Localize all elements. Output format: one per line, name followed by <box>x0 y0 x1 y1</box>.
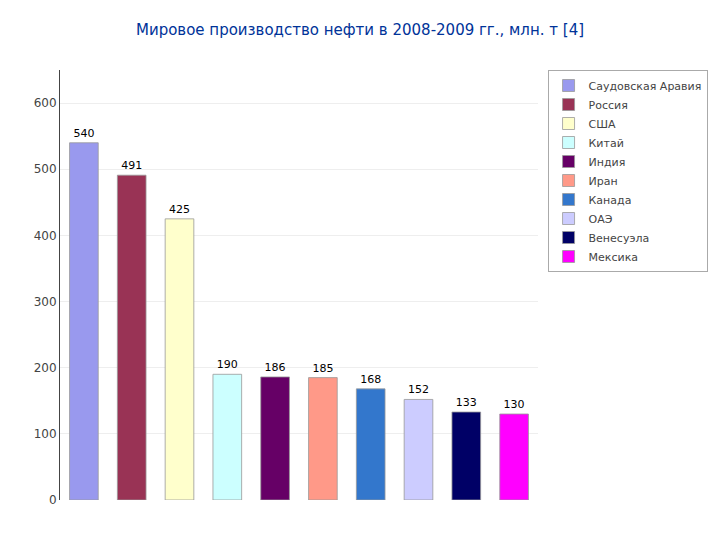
svg-text:Мексика: Мексика <box>589 251 638 264</box>
svg-text:168: 168 <box>360 373 381 386</box>
svg-text:185: 185 <box>312 362 333 375</box>
svg-text:Саудовская Аравия: Саудовская Аравия <box>589 80 702 93</box>
svg-text:425: 425 <box>169 203 190 216</box>
svg-text:США: США <box>589 118 616 131</box>
svg-text:Россия: Россия <box>589 99 628 112</box>
svg-text:ОАЭ: ОАЭ <box>589 213 613 226</box>
svg-text:Иран: Иран <box>589 175 618 188</box>
svg-text:Венесуэла: Венесуэла <box>589 232 650 245</box>
svg-text:500: 500 <box>34 162 57 176</box>
svg-text:600: 600 <box>34 96 57 110</box>
svg-text:Мировое производство нефти в 2: Мировое производство нефти в 2008-2009 г… <box>136 21 584 39</box>
svg-text:130: 130 <box>504 398 525 411</box>
svg-text:Китай: Китай <box>589 137 624 150</box>
svg-text:Индия: Индия <box>589 156 626 169</box>
svg-text:190: 190 <box>217 358 238 371</box>
svg-text:300: 300 <box>34 295 57 309</box>
svg-text:133: 133 <box>456 396 477 409</box>
svg-text:0: 0 <box>49 493 57 507</box>
svg-text:152: 152 <box>408 383 429 396</box>
svg-text:400: 400 <box>34 229 57 243</box>
svg-text:540: 540 <box>73 127 94 140</box>
svg-text:Канада: Канада <box>589 194 632 207</box>
svg-text:186: 186 <box>265 361 286 374</box>
svg-text:491: 491 <box>121 159 142 172</box>
svg-text:200: 200 <box>34 361 57 375</box>
svg-text:100: 100 <box>34 427 57 441</box>
